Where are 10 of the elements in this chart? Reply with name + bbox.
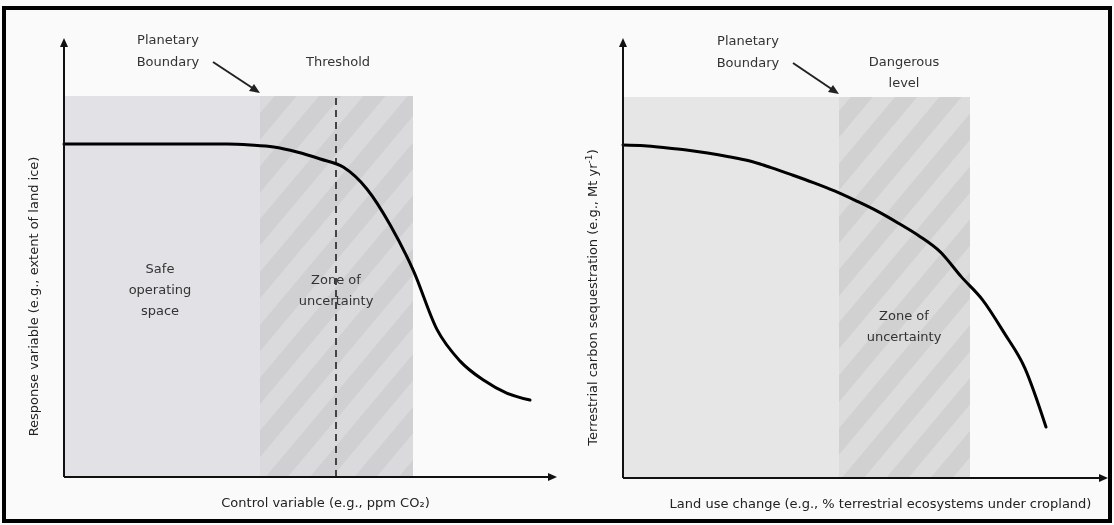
text: Dangerous level (868, 54, 940, 90)
text: Threshold (304, 54, 371, 69)
text: Planetary Boundary (716, 33, 780, 70)
x-axis-title: Control variable (e.g., ppm CO₂) (221, 495, 430, 510)
text: Planetary Boundary (136, 32, 200, 69)
annotation: Zone of uncertainty (866, 307, 942, 344)
x-axis-title: Land use change (e.g., % terrestrial ecosystems under cropland) (669, 496, 1092, 511)
y-axis-title: Response variable (e.g., extent of land ice) (26, 156, 41, 437)
annotation: Zone of uncertainty (298, 271, 374, 308)
annotation: Safe operating space (128, 261, 192, 318)
